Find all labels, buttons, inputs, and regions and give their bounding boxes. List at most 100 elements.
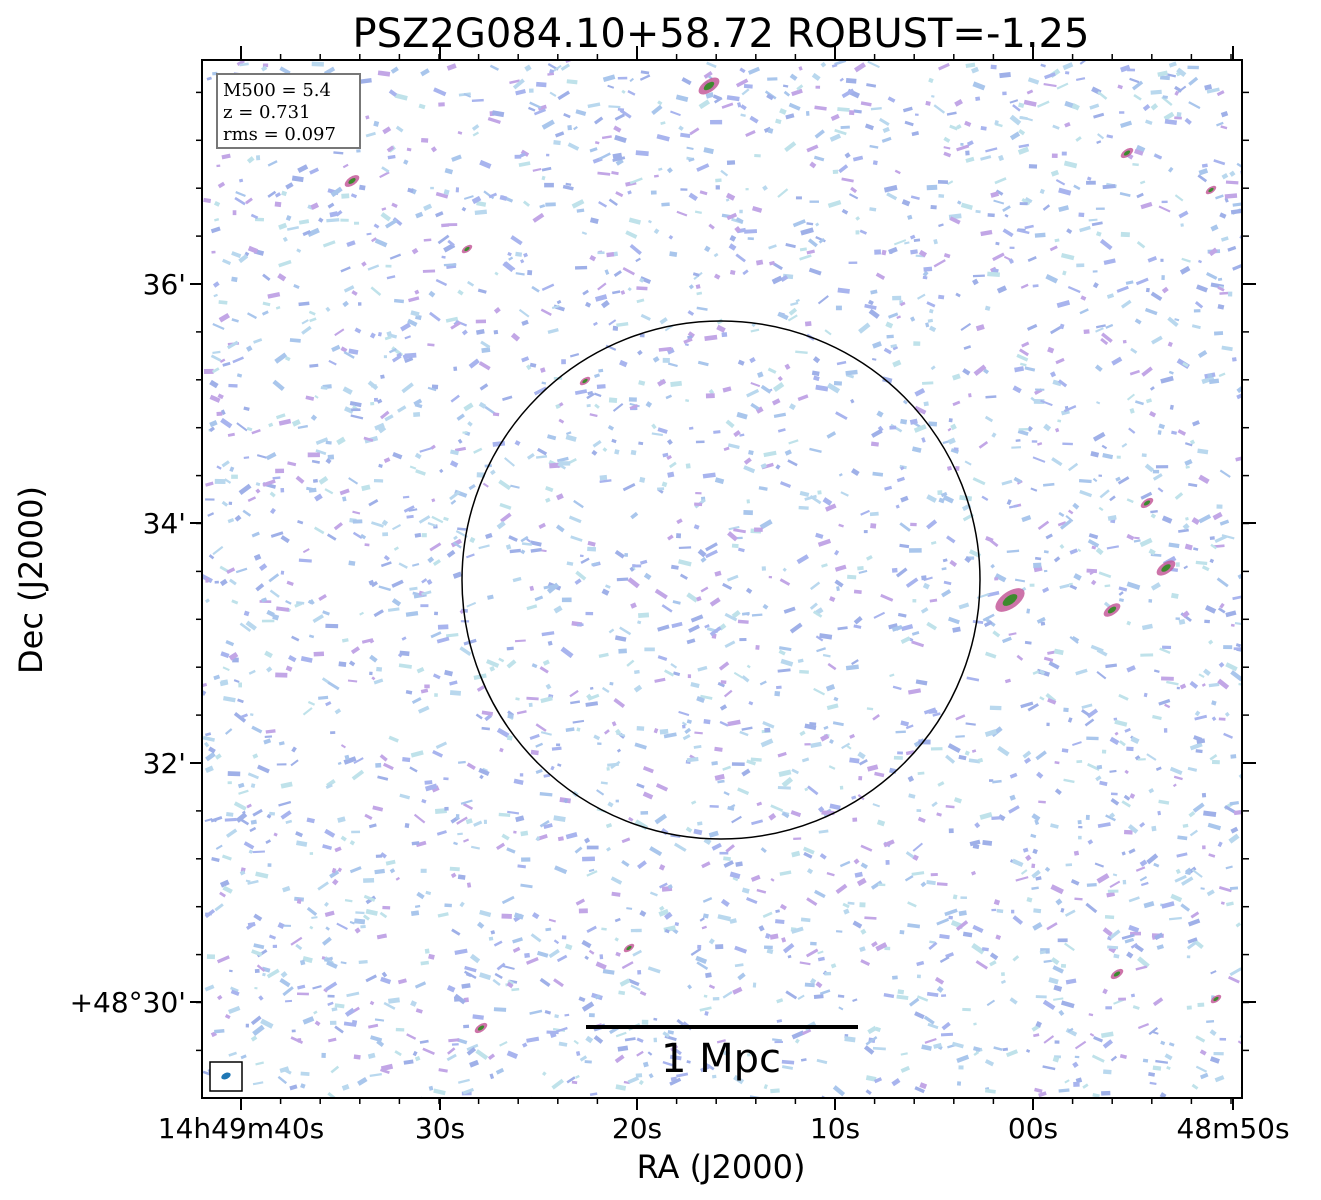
noise-speck — [1118, 586, 1128, 592]
noise-speck — [204, 817, 213, 823]
noise-speck — [1150, 89, 1162, 95]
noise-speck — [942, 558, 948, 563]
noise-speck — [1198, 514, 1212, 524]
noise-speck — [653, 1017, 658, 1021]
noise-speck — [210, 226, 221, 234]
noise-speck — [524, 952, 531, 958]
noise-speck — [829, 596, 836, 603]
noise-speck — [447, 1047, 456, 1055]
noise-speck — [1036, 100, 1050, 108]
noise-speck — [522, 1042, 528, 1048]
noise-speck — [473, 820, 483, 827]
noise-speck — [729, 871, 741, 879]
noise-speck — [1209, 1029, 1217, 1036]
noise-speck — [1020, 116, 1033, 122]
noise-speck — [964, 556, 972, 564]
noise-speck — [485, 532, 493, 540]
noise-speck — [733, 528, 746, 534]
noise-speck — [639, 559, 648, 565]
noise-speck — [886, 334, 894, 339]
noise-speck — [940, 491, 948, 498]
noise-speck — [1188, 810, 1196, 818]
noise-speck — [783, 90, 791, 97]
noise-speck — [1085, 902, 1098, 914]
noise-speck — [541, 175, 546, 181]
noise-speck — [994, 177, 1007, 185]
noise-speck — [360, 924, 366, 929]
noise-speck — [327, 681, 340, 691]
noise-speck — [209, 394, 221, 403]
noise-speck — [1086, 568, 1098, 574]
noise-speck — [1017, 429, 1029, 436]
noise-speck — [465, 972, 472, 978]
noise-speck — [1030, 833, 1037, 839]
noise-speck — [1082, 1083, 1089, 1089]
noise-speck — [1084, 718, 1095, 727]
noise-speck — [578, 996, 586, 1003]
noise-speck — [836, 360, 847, 366]
noise-speck — [1074, 1055, 1080, 1059]
noise-speck — [555, 403, 561, 410]
noise-speck — [305, 395, 315, 401]
noise-speck — [784, 449, 792, 456]
noise-speck — [779, 108, 787, 115]
noise-speck — [811, 72, 821, 82]
noise-speck — [269, 811, 276, 816]
noise-speck — [905, 750, 915, 756]
noise-speck — [382, 905, 391, 910]
noise-speck — [777, 668, 791, 673]
noise-speck — [681, 721, 688, 726]
noise-speck — [734, 945, 748, 954]
noise-speck — [1196, 284, 1208, 293]
noise-speck — [488, 936, 494, 941]
noise-speck — [777, 188, 789, 198]
noise-speck — [846, 745, 852, 750]
noise-speck — [669, 1054, 682, 1061]
noise-speck — [1087, 762, 1100, 771]
noise-speck — [1199, 1049, 1207, 1056]
noise-speck — [1064, 122, 1071, 128]
noise-speck — [340, 346, 348, 353]
noise-speck — [277, 1075, 288, 1085]
noise-speck — [703, 147, 714, 155]
noise-speck — [648, 1073, 654, 1079]
noise-speck — [975, 960, 989, 970]
noise-speck — [671, 621, 683, 629]
noise-speck — [567, 125, 572, 131]
noise-speck — [489, 64, 500, 71]
noise-speck — [945, 804, 955, 809]
noise-speck — [656, 133, 670, 142]
noise-speck — [601, 300, 610, 309]
noise-speck — [697, 944, 702, 949]
noise-speck — [799, 669, 809, 674]
noise-speck — [1045, 274, 1058, 284]
noise-speck — [325, 458, 332, 465]
noise-speck — [1128, 924, 1140, 933]
noise-speck — [203, 741, 210, 748]
noise-speck — [992, 252, 1005, 262]
noise-speck — [1079, 489, 1093, 498]
noise-speck — [937, 180, 949, 185]
noise-speck — [1086, 708, 1099, 719]
noise-speck — [1216, 504, 1223, 509]
noise-speck — [1217, 607, 1226, 614]
noise-speck — [790, 810, 802, 818]
x-tick-label: 14h49m40s — [158, 1112, 325, 1145]
noise-speck — [1224, 193, 1238, 199]
noise-speck — [310, 414, 318, 421]
y-tick-label: 32' — [143, 747, 186, 780]
noise-speck — [838, 523, 844, 528]
noise-speck — [914, 1011, 925, 1020]
noise-speck — [1062, 442, 1073, 446]
noise-speck — [327, 202, 335, 209]
noise-speck — [773, 412, 787, 419]
noise-speck — [1195, 1035, 1206, 1043]
noise-speck — [528, 702, 533, 708]
noise-speck — [1095, 231, 1102, 237]
noise-speck — [265, 452, 277, 461]
noise-speck — [722, 386, 732, 393]
noise-speck — [1050, 169, 1060, 177]
noise-speck — [526, 538, 531, 543]
noise-speck — [1192, 420, 1200, 427]
noise-speck — [839, 860, 851, 868]
